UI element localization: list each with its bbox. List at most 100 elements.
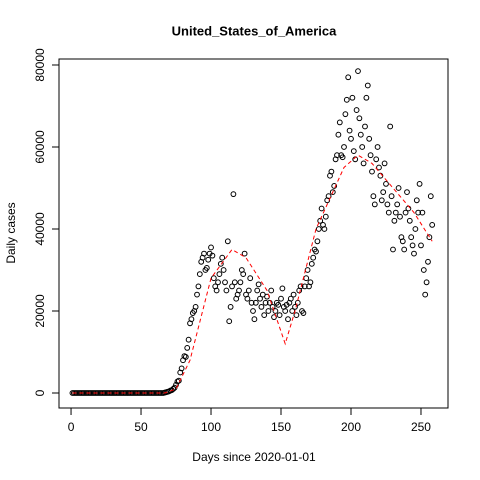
data-point [422,291,429,298]
data-point [208,244,214,251]
data-point [429,221,436,228]
data-point [394,201,401,208]
data-point [404,189,410,195]
data-point [359,144,366,150]
data-point [408,234,415,241]
data-point [384,201,391,208]
data-point [412,226,419,232]
data-point [248,299,255,306]
data-point [373,156,380,163]
data-point [427,193,434,200]
data-point [371,201,378,208]
data-point [254,287,261,294]
data-point [420,267,427,273]
data-point [203,265,210,271]
data-point [192,303,199,310]
data-point [399,238,406,245]
data-point [178,365,185,372]
data-point [353,107,360,113]
data-point [367,152,374,159]
data-point [293,312,300,318]
data-point [364,82,371,89]
data-point [345,74,352,81]
data-point [279,285,286,292]
data-point [370,193,377,200]
y-tick-label: 80000 [33,48,47,82]
data-point [240,271,247,277]
data-point [339,154,346,161]
data-point [341,144,347,150]
data-point [268,287,275,294]
data-point [251,316,258,323]
data-point [392,209,399,216]
data-point [321,226,328,232]
data-point [205,256,212,263]
data-point [222,279,228,286]
data-point [290,291,297,298]
data-point [196,271,203,277]
data-point [423,279,430,286]
data-point [301,283,308,290]
data-point [247,275,254,282]
data-point [210,275,217,282]
data-point [387,123,394,130]
data-point [336,119,343,126]
data-point [314,238,321,245]
data-point [331,183,338,189]
data-point [175,377,182,384]
data-point [413,197,420,204]
data-point [276,312,283,318]
data-point [318,205,325,212]
data-point [224,238,231,245]
y-tick-label: 60000 [33,130,47,164]
data-point [383,180,389,187]
data-point [313,248,319,255]
data-point [217,260,224,267]
data-point [416,180,423,187]
data-point [292,303,298,310]
data-point [308,260,315,267]
data-point [195,283,202,290]
data-point [362,123,368,130]
data-point [241,250,248,257]
data-point [278,295,284,302]
data-point [219,254,226,261]
data-point [397,213,403,220]
data-point [269,303,276,310]
data-point [285,316,291,323]
data-point [329,189,336,195]
data-point [236,287,242,294]
x-tick-label: 0 [68,420,75,434]
data-point [257,295,263,302]
x-tick-label: 150 [271,420,291,434]
data-point [300,310,307,316]
data-point [250,308,256,314]
data-point [307,279,314,286]
data-point [380,189,387,195]
data-point [229,283,235,290]
data-point [385,209,392,216]
data-point [266,299,273,306]
data-point [366,135,373,142]
data-point [182,354,189,360]
data-point [360,160,367,167]
data-point [419,209,426,216]
data-point [275,301,282,308]
data-point [342,111,349,118]
data-point [411,250,417,257]
data-point [227,303,234,310]
data-point [231,279,238,286]
data-point [255,281,262,288]
data-point [348,135,354,142]
data-point [390,246,396,253]
data-point [355,68,361,75]
trend-line [72,154,433,394]
data-point [426,234,433,241]
data-point [402,209,409,216]
data-point [226,318,233,325]
y-tick-label: 20000 [33,294,47,328]
data-point [388,193,395,200]
x-tick-label: 250 [411,420,431,434]
data-point [391,217,398,224]
